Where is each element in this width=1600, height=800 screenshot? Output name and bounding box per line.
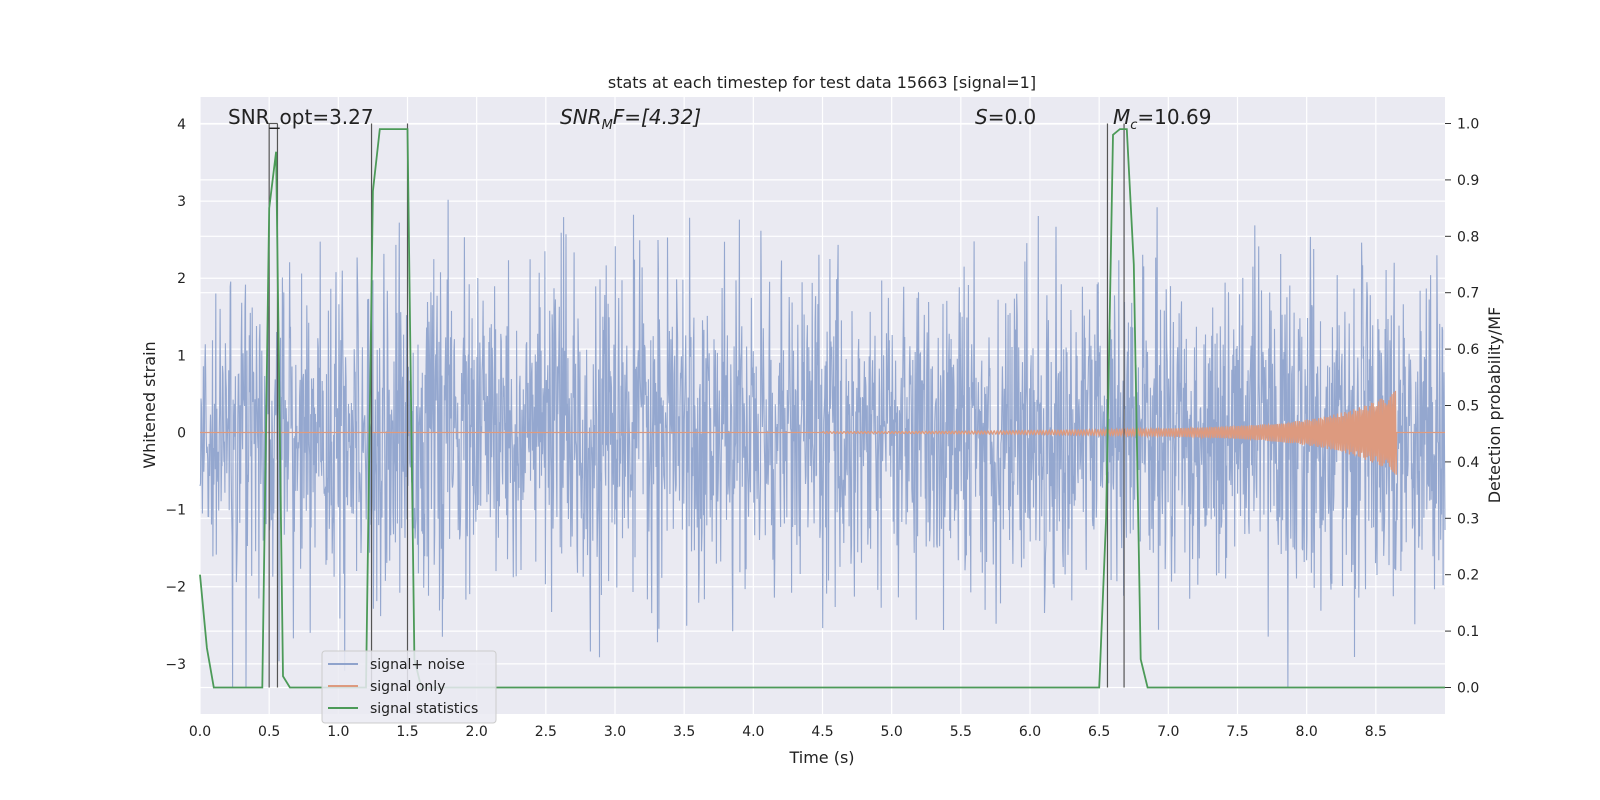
x-tick-label: 7.0 bbox=[1157, 724, 1179, 740]
annotation-mc-main: M bbox=[1113, 105, 1130, 129]
x-tick-label: 1.0 bbox=[327, 724, 349, 740]
x-tick-label: 4.5 bbox=[811, 724, 833, 740]
y2-tick-label: 1.0 bbox=[1457, 117, 1479, 133]
annotation-mc-sub: c bbox=[1130, 118, 1137, 133]
annotation-snr-mf-sub: M bbox=[602, 118, 613, 133]
y-tick-label: 4 bbox=[177, 117, 186, 133]
y2-axis-label: Detection probability/MF bbox=[1485, 307, 1504, 504]
stats-line bbox=[199, 128, 1445, 689]
y2-tick-label: 0.9 bbox=[1457, 173, 1479, 189]
y-tick-label: 3 bbox=[177, 194, 186, 210]
y2-tick-label: 0.6 bbox=[1457, 342, 1479, 358]
y2-tick-label: 0.8 bbox=[1457, 229, 1479, 245]
y2-tick-label: 0.5 bbox=[1457, 399, 1479, 415]
x-tick-label: 6.5 bbox=[1088, 724, 1110, 740]
x-axis-ticks: 0.0 0.5 1.0 1.5 2.0 2.5 3.0 3.5 4.0 4.5 5.0 5.5 6.0 6… bbox=[189, 724, 1387, 740]
y2-axis-ticks: 0.0 0.1 0.2 0.3 0.4 0.5 0.6 0.7 0.8 0.9 1.0 bbox=[1445, 117, 1479, 696]
legend-label-signal: signal only bbox=[370, 679, 445, 695]
x-tick-label: 5.0 bbox=[881, 724, 903, 740]
y-tick-label: 1 bbox=[177, 348, 186, 364]
legend: signal+ noise signal only signal statist… bbox=[321, 650, 497, 724]
annotation-snr-mf-main: SNR bbox=[560, 105, 602, 129]
legend-label-noise: signal+ noise bbox=[370, 657, 465, 673]
legend-label-stats: signal statistics bbox=[370, 701, 478, 717]
annotation-s-rest: =0.0 bbox=[988, 105, 1037, 129]
x-tick-label: 6.0 bbox=[1019, 724, 1041, 740]
series-signal-only bbox=[200, 390, 1445, 475]
x-tick-label: 5.5 bbox=[950, 724, 972, 740]
y-tick-label: −1 bbox=[165, 503, 186, 519]
x-tick-label: 0.0 bbox=[189, 724, 211, 740]
y2-tick-label: 0.3 bbox=[1457, 511, 1479, 527]
legend-box bbox=[321, 650, 497, 724]
signal-line bbox=[200, 390, 1445, 475]
x-tick-label: 8.0 bbox=[1296, 724, 1318, 740]
chart-title: stats at each timestep for test data 156… bbox=[608, 73, 1036, 92]
x-axis-label: Time (s) bbox=[788, 748, 854, 767]
y2-tick-label: 0.0 bbox=[1457, 680, 1479, 696]
x-tick-label: 3.5 bbox=[673, 724, 695, 740]
y-axis-label: Whitened strain bbox=[140, 341, 159, 468]
x-tick-label: 0.5 bbox=[258, 724, 280, 740]
series-signal-statistics bbox=[199, 128, 1445, 689]
y-tick-label: −2 bbox=[165, 580, 186, 596]
annotation-mc-rest: =10.69 bbox=[1137, 105, 1211, 129]
x-tick-label: 7.5 bbox=[1226, 724, 1248, 740]
y-tick-label: 0 bbox=[177, 425, 186, 441]
y2-tick-label: 0.7 bbox=[1457, 286, 1479, 302]
y2-tick-label: 0.2 bbox=[1457, 568, 1479, 584]
x-tick-label: 1.5 bbox=[396, 724, 418, 740]
x-tick-label: 2.5 bbox=[535, 724, 557, 740]
annotation-s-main: S bbox=[975, 105, 988, 129]
x-tick-label: 3.0 bbox=[604, 724, 626, 740]
x-tick-label: 4.0 bbox=[742, 724, 764, 740]
y2-tick-label: 0.4 bbox=[1457, 455, 1479, 471]
y-tick-label: 2 bbox=[177, 271, 186, 287]
annotation-snr-mf-rest: F=[4.32] bbox=[613, 105, 701, 129]
annotation-snr-mf: SNRMF=[4.32] bbox=[560, 105, 701, 133]
annotation-snr-opt: SNR_opt=3.27 bbox=[228, 105, 374, 129]
annotation-s: S=0.0 bbox=[975, 105, 1036, 129]
x-tick-label: 2.0 bbox=[466, 724, 488, 740]
y-tick-label: −3 bbox=[165, 657, 186, 673]
annotation-mc: Mc=10.69 bbox=[1113, 105, 1211, 133]
y-axis-ticks: −3 −2 −1 0 1 2 3 4 bbox=[165, 117, 186, 673]
y2-tick-label: 0.1 bbox=[1457, 624, 1479, 640]
x-tick-label: 8.5 bbox=[1365, 724, 1387, 740]
